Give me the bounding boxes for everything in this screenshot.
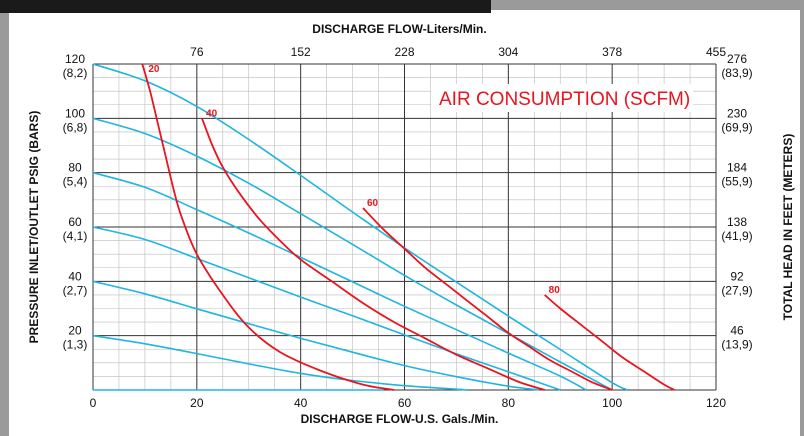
y2-tick-sublabel: (83,9): [721, 66, 752, 80]
x-tick-label: 20: [190, 396, 204, 410]
pressure-curve-5: [92, 334, 467, 391]
y2-tick-label: 46: [730, 324, 744, 338]
y2-tick-label: 276: [727, 52, 747, 66]
air-curve-label-60: 60: [367, 198, 379, 209]
x-tick-label: 100: [602, 396, 622, 410]
y2-tick-sublabel: (13,9): [721, 338, 752, 352]
y-tick-label: 120: [65, 52, 85, 66]
y-tick-label: 20: [68, 324, 82, 338]
pressure-curve-4: [92, 280, 540, 391]
y2-tick-sublabel: (41,9): [721, 229, 752, 243]
air-curve-60: [362, 207, 613, 391]
annotation-air-consumption: AIR CONSUMPTION (SCFM): [439, 89, 690, 110]
x2-tick-label: 304: [498, 45, 518, 59]
x-tick-label: 60: [398, 396, 412, 410]
y-tick-sublabel: (1,3): [63, 338, 88, 352]
left-border: [0, 0, 9, 436]
major-grid: [92, 63, 717, 391]
right-border: [800, 0, 804, 436]
y2-tick-label: 92: [730, 269, 744, 283]
x-tick-label: 40: [294, 396, 308, 410]
y2-tick-sublabel: (69,9): [721, 120, 752, 134]
y-tick-sublabel: (6,8): [63, 120, 88, 134]
x-tick-label: 80: [502, 396, 516, 410]
air-curve-label-40: 40: [206, 108, 218, 119]
x2-tick-label: 152: [291, 45, 311, 59]
x2-tick-label: 76: [190, 45, 204, 59]
annotation-box: [431, 84, 693, 112]
y-axis-title: PRESSURE INLET/OUTLET PSIG (BARS): [27, 111, 41, 344]
air-curve-20: [141, 63, 395, 391]
y-tick-label: 40: [68, 269, 82, 283]
y-tick-label: 80: [68, 161, 82, 175]
pressure-curve-3: [92, 226, 561, 391]
x-tick-label: 0: [90, 396, 97, 410]
air-curve-label-20: 20: [148, 64, 160, 75]
y-tick-sublabel: (5,4): [63, 175, 88, 189]
air-consumption-curves: 20 40 60 80: [141, 63, 675, 391]
y-tick-label: 100: [65, 106, 85, 120]
air-curve-40: [201, 117, 545, 391]
y-tick-sublabel: (4,1): [63, 229, 88, 243]
air-curve-label-80: 80: [549, 285, 561, 296]
pressure-curves: [92, 63, 629, 391]
x2-tick-label: 455: [706, 45, 726, 59]
air-curve-80: [544, 294, 675, 391]
header-tab: [0, 0, 491, 13]
y2-tick-sublabel: (27,9): [721, 283, 752, 297]
y2-tick-sublabel: (55,9): [721, 175, 752, 189]
y-tick-sublabel: (2,7): [63, 283, 88, 297]
y2-axis-title: TOTAL HEAD IN FEET (METERS): [781, 134, 795, 321]
pressure-curve-2: [92, 171, 587, 391]
pressure-curve-0: [92, 63, 629, 391]
y-tick-sublabel: (8,2): [63, 66, 88, 80]
x2-axis-title: DISCHARGE FLOW-Liters/Min.: [312, 22, 486, 36]
x-tick-label: 120: [706, 396, 726, 410]
y-tick-label: 60: [68, 215, 82, 229]
y2-tick-label: 230: [727, 106, 747, 120]
y2-tick-label: 138: [727, 215, 747, 229]
x2-tick-label: 228: [394, 45, 414, 59]
y2-tick-label: 184: [727, 161, 747, 175]
x2-tick-label: 378: [602, 45, 622, 59]
x-axis-title: DISCHARGE FLOW-U.S. Gals./Min.: [301, 412, 499, 426]
